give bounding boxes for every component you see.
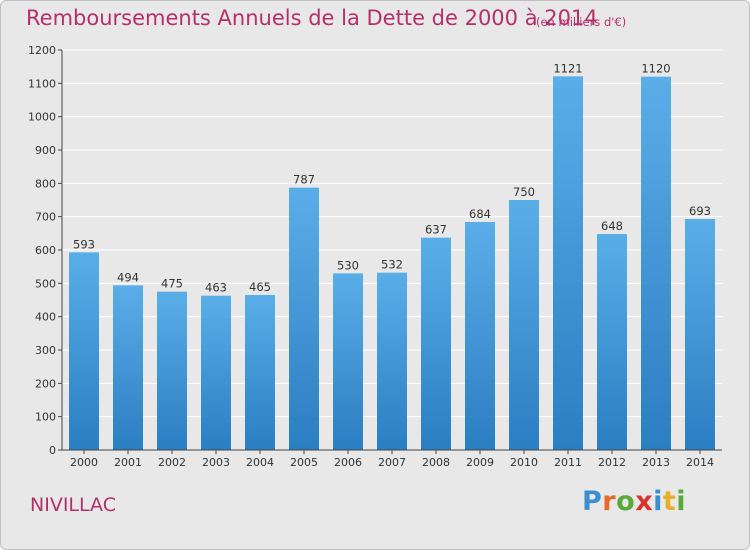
proxiti-logo: Proxiti [582,486,686,517]
value-label: 593 [73,237,95,251]
x-tick-label: 2003 [202,456,230,469]
bar [641,76,671,451]
value-label: 648 [601,219,623,233]
y-tick-label: 0 [49,444,56,457]
y-tick-label: 1100 [28,77,56,90]
y-tick-label: 800 [35,177,56,190]
y-tick-label: 400 [35,311,56,324]
bar [377,272,407,450]
bars [69,76,715,451]
logo-letter: i [653,486,663,517]
bar [113,285,143,450]
logo-letter: i [676,486,687,517]
x-tick-label: 2014 [686,456,714,469]
value-label: 787 [293,173,315,187]
value-label: 530 [337,258,359,272]
y-tick-label: 500 [35,277,56,290]
x-tick-label: 2008 [422,456,450,469]
logo-letter: P [582,486,603,517]
y-tick-label: 200 [35,377,56,390]
bar [69,252,99,450]
bar [597,234,627,450]
bar [509,200,539,450]
x-tick-label: 2009 [466,456,494,469]
value-label: 532 [381,258,403,272]
value-label: 463 [205,281,227,295]
logo-letter: r [602,486,617,517]
x-tick-label: 2010 [510,456,538,469]
y-tick-label: 1000 [28,111,56,124]
value-label: 684 [469,207,491,221]
value-label: 475 [161,277,183,291]
x-tick-label: 2013 [642,456,670,469]
x-tick-label: 2011 [554,456,582,469]
bar [289,187,319,450]
bar [245,295,275,450]
x-tick-label: 2006 [334,456,362,469]
value-label: 1121 [553,61,582,75]
y-tick-label: 600 [35,244,56,257]
bar [157,291,187,450]
y-tick-label: 300 [35,344,56,357]
value-label: 465 [249,280,271,294]
commune-name: NIVILLAC [30,494,116,516]
bar [685,219,715,450]
y-tick-label: 700 [35,211,56,224]
logo-letter: x [635,486,654,517]
x-tick-label: 2000 [70,456,98,469]
axes [58,49,722,454]
x-tick-label: 2001 [114,456,142,469]
x-tick-label: 2012 [598,456,626,469]
value-label: 1120 [641,62,670,76]
chart-unit: (en milliers d'€) [536,15,627,29]
bar [421,237,451,450]
bar [201,295,231,450]
bar [553,76,583,450]
x-tick-label: 2002 [158,456,186,469]
x-tick-label: 2005 [290,456,318,469]
value-label: 693 [689,204,711,218]
logo-letter: t [662,486,677,517]
chart-title: Remboursements Annuels de la Dette de 20… [26,6,598,30]
value-label: 750 [513,185,535,199]
y-tick-label: 100 [35,411,56,424]
value-label: 494 [117,270,139,284]
y-tick-label: 1200 [28,44,56,57]
x-tick-label: 2007 [378,456,406,469]
bar [333,273,363,450]
bar [465,222,495,450]
y-tick-label: 900 [35,144,56,157]
value-label: 637 [425,223,447,237]
x-tick-label: 2004 [246,456,274,469]
logo-letter: o [616,486,636,517]
labels: 0 100 200 300 400 500 600 700 800 900 1000 1100 1200… [28,44,714,469]
